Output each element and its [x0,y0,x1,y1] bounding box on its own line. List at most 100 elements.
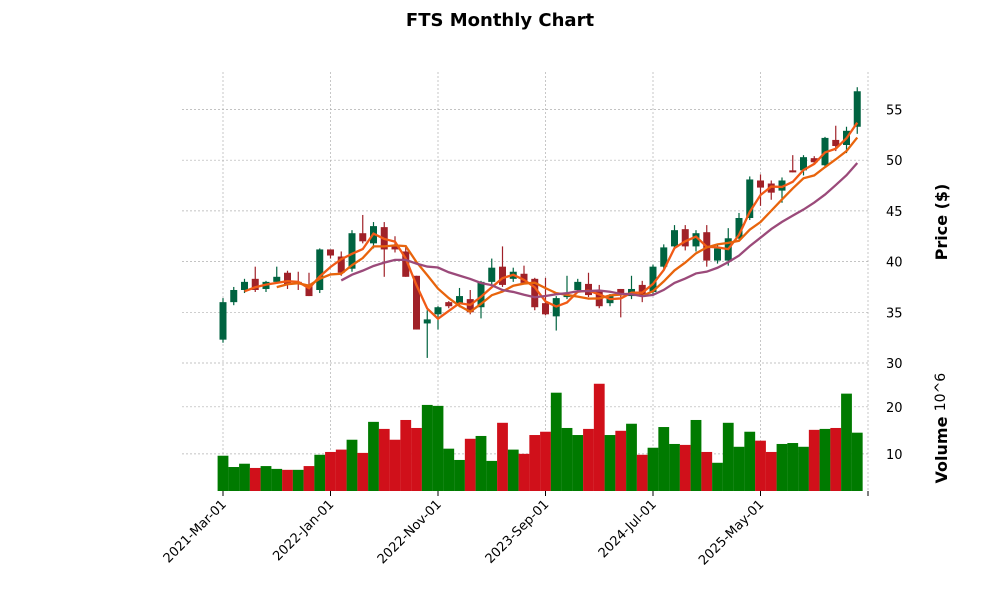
candle-body [251,278,259,290]
candle-body [348,233,356,269]
x-tick-label: 2024-Jul-01 [596,497,660,561]
volume-bar [314,454,326,491]
candle-body [574,281,582,290]
price-tick-label: 45 [886,205,903,220]
candle-body [638,284,646,297]
volume-bar [819,428,831,491]
candle-body [660,247,668,267]
candle-body [488,267,496,282]
volume-bar [787,443,799,491]
candle-body [477,281,485,308]
volume-bar [389,439,401,491]
candle-body [714,248,721,261]
candle-body [853,91,861,127]
volume-bar [830,427,842,491]
candle-body [789,170,797,173]
volume-bar [400,419,412,491]
moving-average-3-line [244,122,859,321]
x-tick-label: 2022-Jan-01 [270,497,337,564]
candle-body [746,179,754,218]
volume-bar [271,468,283,491]
candle-body [434,307,442,315]
volume-tick-label: 20 [886,401,903,416]
candle-body [327,249,334,256]
moving-average-12-line [340,162,859,299]
candle-body [402,251,410,277]
candle-body [757,180,764,188]
price-tick-label: 35 [886,306,903,321]
volume-bar [540,431,551,491]
candle-body [219,302,227,340]
candle-body [692,233,700,247]
volume-bar [421,404,433,491]
volume-bar [690,419,702,491]
volume-bar [851,432,863,491]
candle-body [305,284,313,297]
volume-bar [292,469,304,491]
volume-bar [798,446,809,491]
volume-bar [755,440,766,491]
candle-body [531,278,539,308]
volume-bar [615,430,627,491]
volume-bar [529,435,541,491]
moving-average-6-line [276,136,859,314]
volume-bar [636,454,648,491]
volume-bar [561,427,573,491]
volume-bar [325,451,336,491]
volume-bar [378,428,390,491]
price-tick-label: 40 [886,256,903,271]
price-tick-label: 55 [886,104,903,119]
volume-bar [808,429,820,491]
volume-bar [593,383,605,491]
volume-bar [497,422,508,491]
candle-body [810,158,818,163]
candle-body [563,295,571,298]
candle-body [735,218,743,239]
candle-body [391,246,399,250]
candle-body [585,283,592,296]
volume-bar [841,393,852,491]
volume-bar [432,405,444,491]
volume-bar [647,447,659,491]
volume-bar [744,431,756,491]
volume-bar [368,421,379,491]
candle-body [681,229,689,247]
chart-title: FTS Monthly Chart [405,10,595,31]
volume-bar [701,451,713,491]
volume-bar [550,392,562,491]
candle-body [284,272,291,285]
volume-bar [303,466,315,491]
volume-bar [260,466,272,491]
volume-bar [335,449,347,491]
x-tick-label: 2023-Sep-01 [483,497,553,567]
volume-bar [722,422,734,491]
price-tick-label: 50 [886,154,903,169]
volume-bar [217,455,229,491]
volume-exponent-label: 10^6 [933,373,949,412]
candle-body [316,249,324,290]
volume-bar [249,467,261,491]
volume-bar [475,435,487,491]
volume-bar [733,446,745,491]
volume-bar [604,435,616,491]
candle-body [499,266,506,285]
candle-body [337,256,345,273]
volume-bar [776,443,788,491]
volume-bar [443,448,455,491]
volume-bar [357,452,369,491]
volume-bar [583,428,594,491]
volume-bar [464,438,476,491]
volume-bar [282,469,293,491]
volume-bar [626,423,637,491]
volume-bar [679,444,691,491]
candle-body [832,139,840,147]
volume-bar [658,427,670,491]
candle-body [456,296,463,304]
volume-bar [454,459,465,491]
candle-body [649,266,657,293]
candle-body [520,273,528,283]
x-tick-label: 2021-Mar-01 [161,497,230,566]
volume-bar [411,427,422,491]
x-tick-label: 2022-Nov-01 [375,497,445,567]
